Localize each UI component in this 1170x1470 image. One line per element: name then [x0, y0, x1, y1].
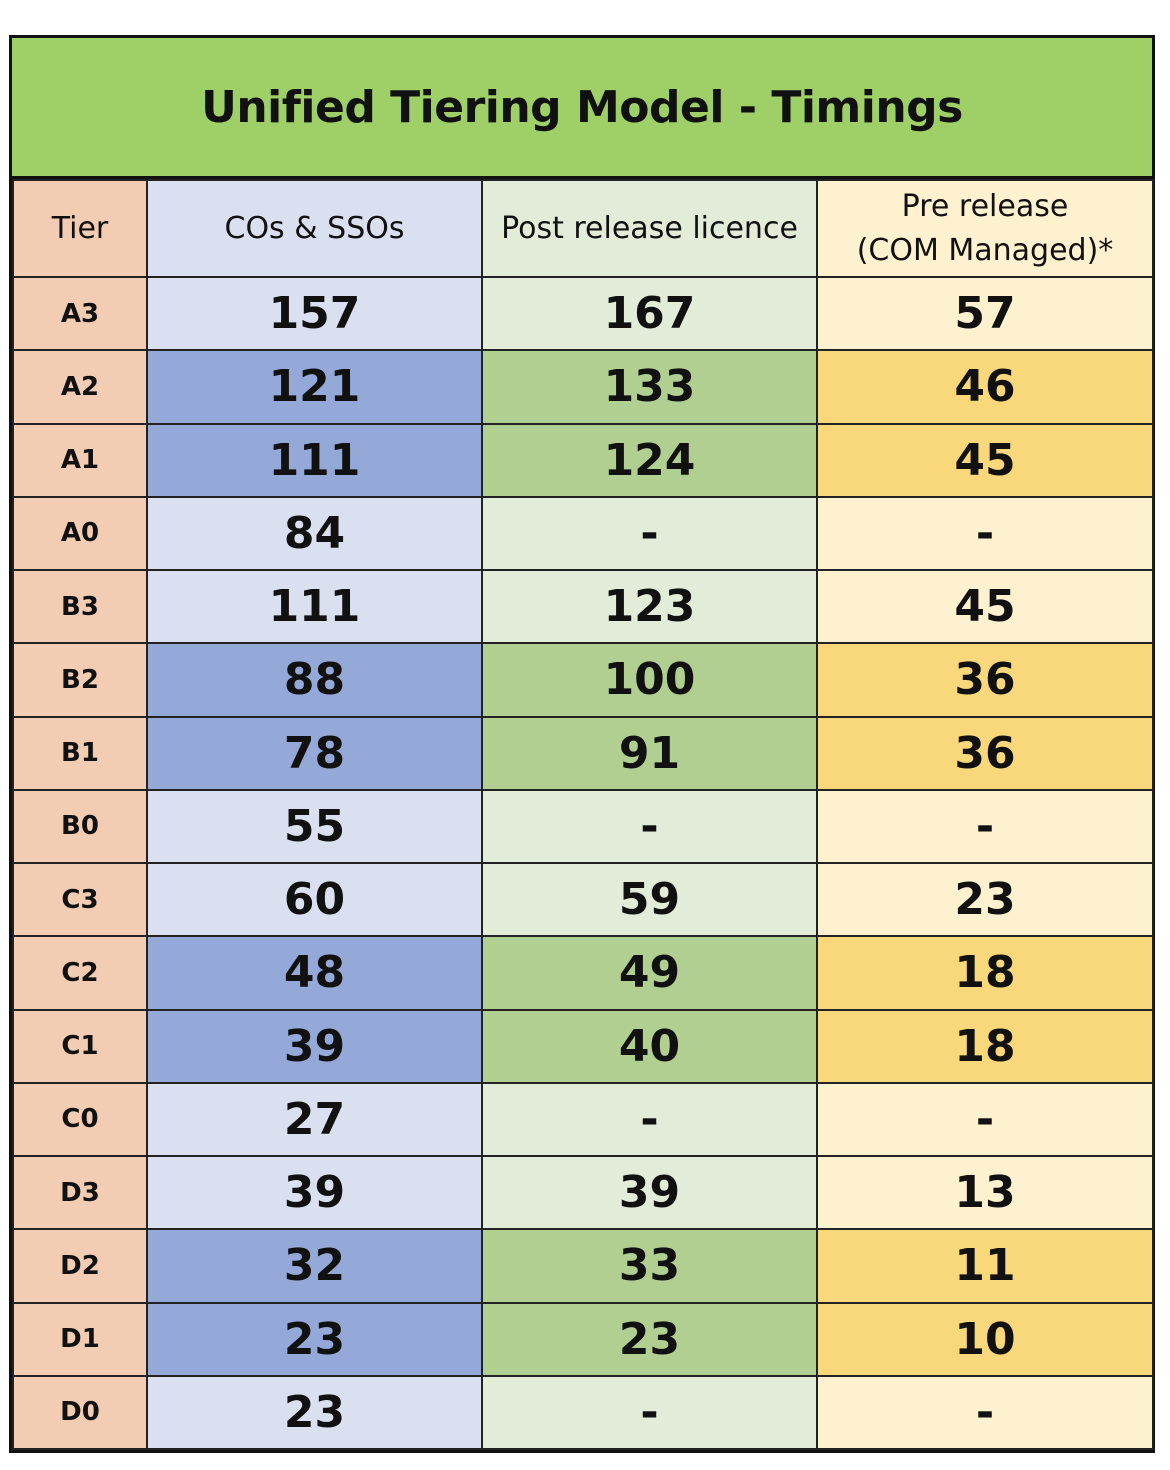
table-row: D3 39 39 13 [12, 1154, 1154, 1231]
cos-ssos-cell: 23 [146, 1301, 483, 1377]
post-release-cell: 33 [481, 1228, 818, 1304]
tier-cell: A2 [12, 349, 148, 425]
cos-ssos-cell: 48 [146, 935, 483, 1011]
header-pre-release: Pre release (COM Managed)* [816, 179, 1154, 278]
timings-table-frame: Unified Tiering Model - Timings Tier COs… [9, 35, 1155, 1453]
pre-release-cell: 36 [816, 715, 1154, 791]
cos-ssos-cell: 111 [146, 422, 483, 498]
header-tier: Tier [12, 179, 148, 278]
post-release-cell: 123 [481, 568, 818, 645]
post-release-cell: 124 [481, 422, 818, 498]
cos-ssos-cell: 157 [146, 275, 483, 352]
tier-cell: D2 [12, 1228, 148, 1304]
pre-release-cell: 45 [816, 422, 1154, 498]
pre-release-cell: 23 [816, 861, 1154, 938]
tier-cell: D3 [12, 1154, 148, 1231]
header-pre-release-line1: Pre release [901, 189, 1069, 224]
post-release-cell: 40 [481, 1008, 818, 1084]
tier-cell: D0 [12, 1374, 148, 1451]
post-release-cell: 59 [481, 861, 818, 938]
pre-release-cell: 18 [816, 935, 1154, 1011]
table-row: D1 23 23 10 [12, 1301, 1154, 1377]
pre-release-cell: 36 [816, 642, 1154, 718]
post-release-cell: 100 [481, 642, 818, 718]
post-release-cell: 23 [481, 1301, 818, 1377]
header-cos-ssos: COs & SSOs [146, 179, 483, 278]
table-row: D2 32 33 11 [12, 1228, 1154, 1304]
table-row: C2 48 49 18 [12, 935, 1154, 1011]
table-row: C1 39 40 18 [12, 1008, 1154, 1084]
tier-cell: D1 [12, 1301, 148, 1377]
table-row: A3 157 167 57 [12, 275, 1154, 352]
table-row: B3 111 123 45 [12, 568, 1154, 645]
table-title-bar: Unified Tiering Model - Timings [12, 38, 1152, 179]
tier-cell: C2 [12, 935, 148, 1011]
tier-cell: B3 [12, 568, 148, 645]
pre-release-cell: 18 [816, 1008, 1154, 1084]
post-release-cell: 49 [481, 935, 818, 1011]
table-row: C3 60 59 23 [12, 861, 1154, 938]
post-release-cell: - [481, 1081, 818, 1158]
header-post-release-licence: Post release licence [481, 179, 818, 278]
tier-cell: C0 [12, 1081, 148, 1158]
cos-ssos-cell: 60 [146, 861, 483, 938]
cos-ssos-cell: 39 [146, 1008, 483, 1084]
cos-ssos-cell: 39 [146, 1154, 483, 1231]
table-row: A1 111 124 45 [12, 422, 1154, 498]
table-title: Unified Tiering Model - Timings [201, 81, 963, 133]
tier-cell: B1 [12, 715, 148, 791]
cos-ssos-cell: 88 [146, 642, 483, 718]
table-row: B2 88 100 36 [12, 642, 1154, 718]
tier-cell: A3 [12, 275, 148, 352]
tier-cell: C3 [12, 861, 148, 938]
pre-release-cell: - [816, 1081, 1154, 1158]
pre-release-cell: 10 [816, 1301, 1154, 1377]
post-release-cell: - [481, 788, 818, 865]
table-row: C0 27- - [12, 1081, 1154, 1158]
pre-release-cell: 57 [816, 275, 1154, 352]
post-release-cell: 39 [481, 1154, 818, 1231]
table-row: A2 121 133 46 [12, 349, 1154, 425]
tier-cell: B2 [12, 642, 148, 718]
cos-ssos-cell: 27 [146, 1081, 483, 1158]
cos-ssos-cell: 84 [146, 495, 483, 572]
post-release-cell: 133 [481, 349, 818, 425]
pre-release-cell: - [816, 495, 1154, 572]
cos-ssos-cell: 55 [146, 788, 483, 865]
pre-release-cell: 46 [816, 349, 1154, 425]
cos-ssos-cell: 111 [146, 568, 483, 645]
table-row: B0 55- - [12, 788, 1154, 865]
post-release-cell: 91 [481, 715, 818, 791]
pre-release-cell: 45 [816, 568, 1154, 645]
table-row: A0 84- - [12, 495, 1154, 572]
cos-ssos-cell: 32 [146, 1228, 483, 1304]
header-row: Tier COs & SSOs Post release licence Pre… [12, 179, 1154, 278]
table-body: A3 157 167 57 A2 121 133 46 A1 111 124 45 A0 84- - B3 11… [12, 275, 1154, 1451]
timings-table: Tier COs & SSOs Post release licence Pre… [12, 179, 1154, 1451]
tier-cell: C1 [12, 1008, 148, 1084]
header-pre-release-line2: (COM Managed)* [856, 232, 1114, 268]
pre-release-cell: - [816, 1374, 1154, 1451]
tier-cell: A0 [12, 495, 148, 572]
tier-cell: A1 [12, 422, 148, 498]
table-row: B1 78 91 36 [12, 715, 1154, 791]
pre-release-cell: 13 [816, 1154, 1154, 1231]
table-row: D0 23- - [12, 1374, 1154, 1451]
pre-release-cell: 11 [816, 1228, 1154, 1304]
cos-ssos-cell: 78 [146, 715, 483, 791]
tier-cell: B0 [12, 788, 148, 865]
post-release-cell: - [481, 1374, 818, 1451]
cos-ssos-cell: 23 [146, 1374, 483, 1451]
post-release-cell: - [481, 495, 818, 572]
cos-ssos-cell: 121 [146, 349, 483, 425]
post-release-cell: 167 [481, 275, 818, 352]
pre-release-cell: - [816, 788, 1154, 865]
